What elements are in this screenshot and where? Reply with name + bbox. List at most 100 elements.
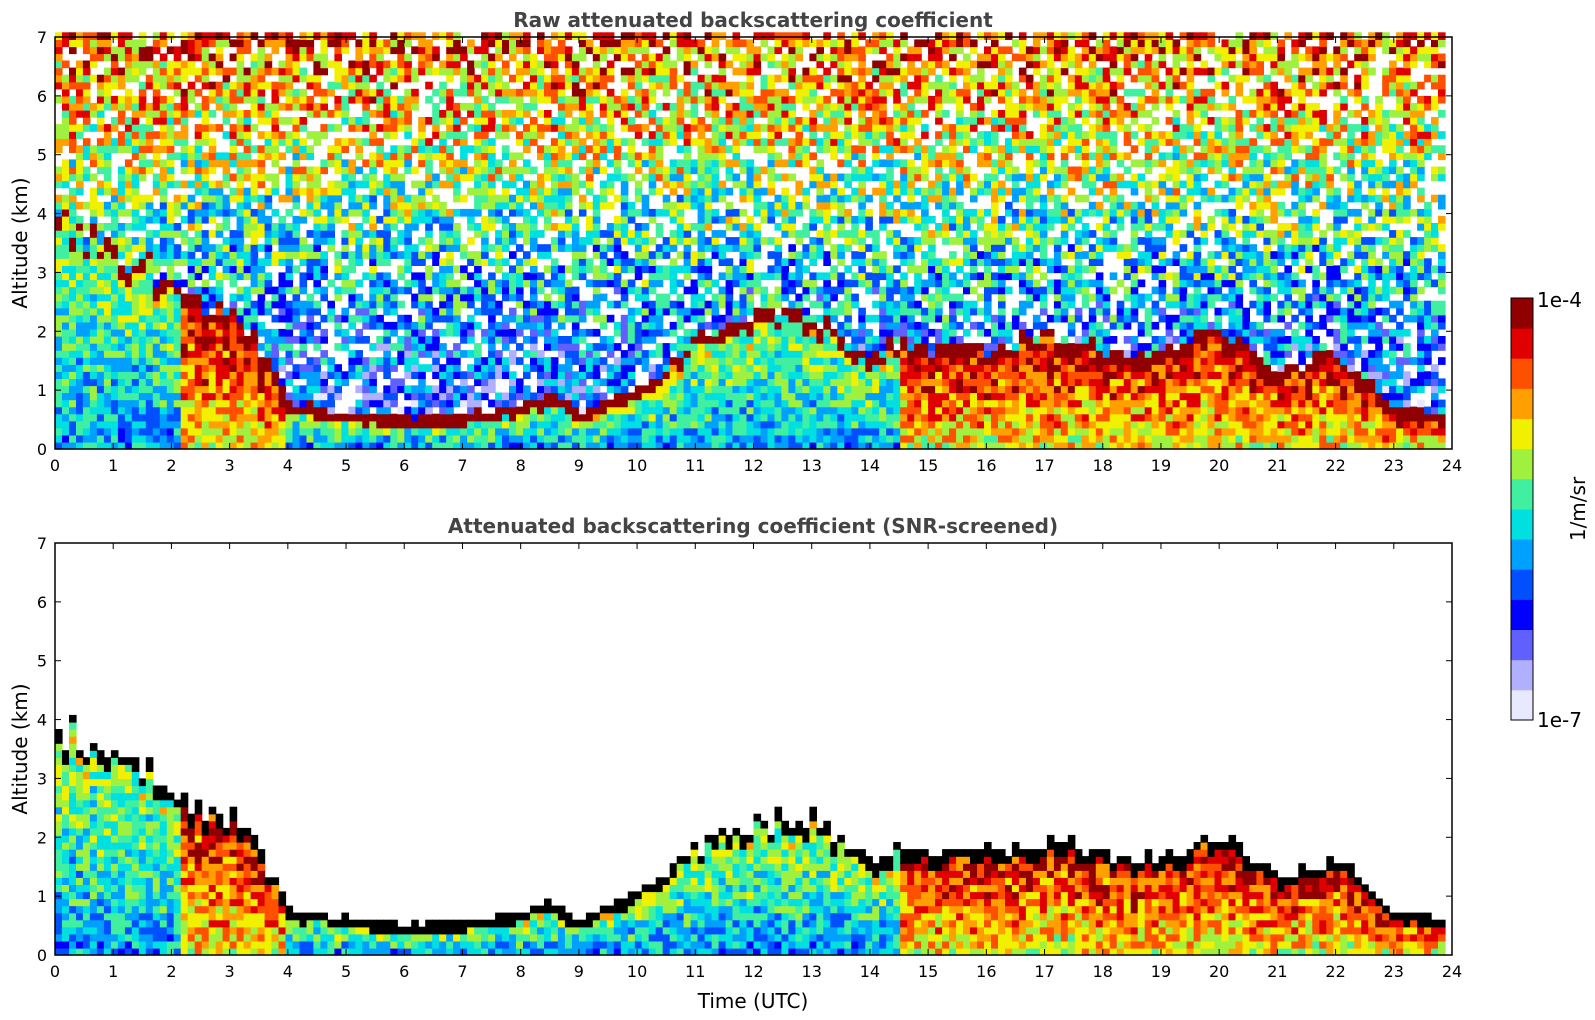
heatmap-cell <box>131 138 140 146</box>
heatmap-cell <box>76 279 84 288</box>
heatmap-cell <box>683 364 692 372</box>
heatmap-cell <box>145 237 154 245</box>
heatmap-cell <box>138 215 147 224</box>
heatmap-cell <box>166 237 175 245</box>
heatmap-cell <box>278 307 287 316</box>
heatmap-cell <box>313 300 321 309</box>
heatmap-cell <box>662 237 671 245</box>
heatmap-cell <box>194 102 203 111</box>
heatmap-cell <box>306 194 315 203</box>
heatmap-cell <box>544 152 552 161</box>
heatmap-cell <box>117 286 126 295</box>
heatmap-cell <box>292 336 301 344</box>
heatmap-cell <box>578 364 587 372</box>
heatmap-cell <box>76 293 84 302</box>
heatmap-cell <box>117 67 126 76</box>
heatmap-cell <box>760 208 769 217</box>
heatmap-cell <box>62 251 70 259</box>
heatmap-cell <box>348 265 356 274</box>
heatmap-cell <box>306 230 315 238</box>
heatmap-cell <box>481 237 489 245</box>
heatmap-cell <box>236 67 245 76</box>
heatmap-cell <box>299 166 308 175</box>
heatmap-cell <box>760 166 769 175</box>
heatmap-cell <box>55 336 63 344</box>
heatmap-cell <box>683 350 692 358</box>
heatmap-cell <box>711 81 720 90</box>
heatmap-cell <box>537 420 545 429</box>
heatmap-cell <box>173 258 182 266</box>
heatmap-cell <box>194 385 203 394</box>
heatmap-cell <box>753 223 762 231</box>
heatmap-cell <box>725 159 734 168</box>
heatmap-cell <box>432 258 440 266</box>
heatmap-cell <box>550 208 559 217</box>
heatmap-cell <box>69 166 77 175</box>
heatmap-cell <box>173 251 182 259</box>
heatmap-cell <box>250 314 259 323</box>
heatmap-cell <box>474 131 482 139</box>
heatmap-cell <box>474 180 482 189</box>
heatmap-cell <box>201 53 210 62</box>
heatmap-cell <box>271 152 280 161</box>
heatmap-cell <box>208 124 217 132</box>
heatmap-cell <box>767 314 776 323</box>
heatmap-cell <box>509 392 517 401</box>
heatmap-cell <box>516 314 524 323</box>
heatmap-cell <box>89 441 98 450</box>
heatmap-cell <box>208 180 217 189</box>
heatmap-cell <box>355 251 363 259</box>
heatmap-cell <box>55 244 63 252</box>
heatmap-cell <box>474 350 482 358</box>
heatmap-cell <box>306 265 315 274</box>
heatmap-cell <box>103 145 112 153</box>
heatmap-cell <box>306 434 315 443</box>
heatmap-cell <box>676 357 685 365</box>
heatmap-cell <box>467 385 475 394</box>
heatmap-cell <box>697 166 706 175</box>
heatmap-cell <box>732 406 741 415</box>
heatmap-cell <box>166 434 175 443</box>
heatmap-cell <box>739 110 748 118</box>
heatmap-cell <box>222 371 231 379</box>
heatmap-cell <box>404 420 412 429</box>
heatmap-cell <box>313 279 321 288</box>
heatmap-cell <box>62 427 70 436</box>
heatmap-cell <box>173 208 182 217</box>
heatmap-cell <box>488 187 496 196</box>
heatmap-cell <box>606 413 615 422</box>
heatmap-cell <box>348 427 356 436</box>
heatmap-cell <box>166 138 175 146</box>
heatmap-cell <box>669 434 678 443</box>
heatmap-cell <box>557 441 566 450</box>
heatmap-cell <box>432 413 440 422</box>
heatmap-cell <box>187 293 196 302</box>
heatmap-cell <box>271 67 280 76</box>
heatmap-cell <box>404 74 412 83</box>
heatmap-cell <box>173 138 182 146</box>
heatmap-cell <box>348 300 356 309</box>
heatmap-cell <box>606 74 615 83</box>
heatmap-cell <box>662 293 671 302</box>
heatmap-cell <box>285 187 294 196</box>
heatmap-cell <box>474 406 482 415</box>
heatmap-cell <box>62 95 70 104</box>
heatmap-cell <box>257 378 266 387</box>
heatmap-cell <box>690 336 699 344</box>
heatmap-cell <box>82 32 91 40</box>
heatmap-cell <box>166 364 175 372</box>
heatmap-cell <box>180 413 189 422</box>
heatmap-cell <box>537 88 545 97</box>
heatmap-cell <box>257 46 266 55</box>
heatmap-cell <box>599 152 608 161</box>
heatmap-cell <box>760 95 769 104</box>
heatmap-cell <box>732 180 741 189</box>
heatmap-cell <box>634 159 643 168</box>
heatmap-cell <box>215 399 224 408</box>
heatmap-cell <box>718 314 727 323</box>
heatmap-cell <box>725 314 734 323</box>
heatmap-cell <box>110 293 119 302</box>
heatmap-cell <box>725 343 734 351</box>
heatmap-cell <box>222 88 231 97</box>
heatmap-cell <box>397 406 405 415</box>
